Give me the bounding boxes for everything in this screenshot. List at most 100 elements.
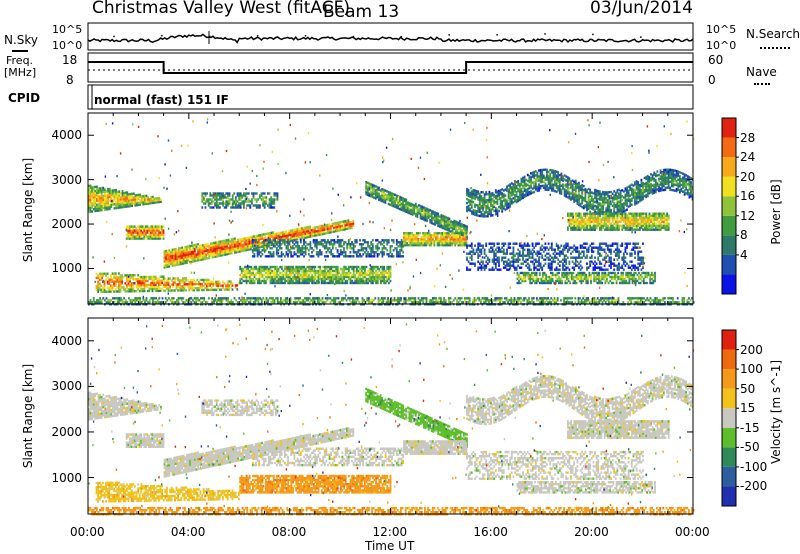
- range-cell: [191, 283, 194, 286]
- range-cell: [118, 284, 120, 287]
- range-cell: [370, 247, 373, 250]
- range-cell: [148, 227, 150, 230]
- range-cell: [383, 251, 385, 254]
- range-cell: [143, 233, 146, 236]
- range-cell: [215, 284, 218, 287]
- range-cell: [183, 285, 186, 288]
- range-cell: [95, 272, 98, 276]
- range-cell: [196, 282, 199, 286]
- range-cell: [314, 281, 317, 285]
- range-cell: [675, 179, 678, 183]
- range-cell: [185, 289, 187, 292]
- range-cell: [290, 265, 293, 269]
- range-cell: [166, 287, 168, 290]
- range-cell: [348, 265, 350, 269]
- range-cell: [124, 193, 127, 196]
- range-cell: [352, 281, 355, 285]
- range-cell: [145, 200, 148, 203]
- range-cell: [229, 240, 231, 243]
- range-cell: [202, 278, 205, 282]
- range-cell: [167, 281, 170, 284]
- range-cell: [111, 278, 114, 281]
- range-cell: [429, 209, 432, 212]
- range-cell: [159, 235, 162, 238]
- range-cell: [246, 200, 248, 203]
- range-cell: [246, 236, 249, 240]
- range-cell: [525, 188, 528, 192]
- range-cell: [177, 285, 179, 288]
- range-cell: [228, 192, 231, 195]
- range-cell: [311, 251, 313, 254]
- range-cell: [206, 284, 208, 288]
- freq-left-tick-bottom: 8: [66, 73, 74, 87]
- range-cell: [207, 288, 210, 292]
- range-cell: [659, 187, 662, 190]
- range-cell: [378, 241, 381, 244]
- range-cell: [375, 239, 377, 242]
- range-cell: [388, 281, 390, 285]
- range-cell: [293, 273, 296, 277]
- range-cell: [112, 191, 114, 194]
- range-cell: [143, 277, 146, 281]
- range-cell: [114, 274, 117, 277]
- range-cell: [191, 289, 194, 292]
- range-cell: [312, 239, 315, 242]
- range-cell: [418, 208, 420, 211]
- range-cell: [151, 283, 154, 287]
- range-cell: [549, 172, 552, 176]
- range-cell: [116, 276, 119, 279]
- range-cell: [157, 227, 160, 230]
- range-cell: [115, 190, 117, 194]
- range-cell: [259, 241, 262, 245]
- range-cell: [193, 283, 195, 286]
- range-cell: [158, 289, 160, 292]
- range-cell: [618, 200, 620, 203]
- range-cell: [106, 280, 109, 283]
- range-cell: [137, 274, 139, 277]
- range-cell: [275, 232, 278, 235]
- range-cell: [384, 279, 387, 283]
- range-cell: [106, 276, 109, 279]
- range-cell: [179, 258, 182, 262]
- range-cell: [115, 196, 117, 200]
- range-cell: [417, 232, 420, 235]
- range-cell: [149, 227, 152, 230]
- range-cell: [219, 192, 221, 195]
- range-cell: [579, 194, 582, 198]
- range-cell: [570, 180, 572, 183]
- range-cell: [100, 272, 103, 275]
- range-cell: [255, 277, 258, 281]
- range-cell: [538, 175, 540, 178]
- range-cell: [269, 265, 272, 269]
- range-cell: [414, 212, 417, 216]
- range-cell: [111, 286, 114, 289]
- range-cell: [331, 239, 334, 242]
- range-cell: [103, 288, 106, 291]
- range-cell: [100, 284, 103, 287]
- range-cell: [367, 241, 369, 244]
- range-cell: [512, 183, 515, 186]
- range-cell: [280, 231, 283, 234]
- range-cell: [156, 197, 159, 200]
- range-cell: [132, 227, 134, 230]
- range-cell: [292, 265, 294, 269]
- range-cell: [406, 242, 409, 245]
- range-cell: [402, 251, 405, 254]
- range-cell: [174, 263, 177, 267]
- range-cell: [102, 288, 104, 291]
- range-cell: [146, 275, 149, 279]
- range-cell: [267, 192, 269, 195]
- range-cell: [126, 199, 129, 202]
- range-cell: [108, 205, 111, 209]
- range-cell: [166, 265, 169, 268]
- range-cell: [129, 200, 132, 204]
- range-cell: [678, 189, 681, 192]
- range-cell: [130, 231, 133, 234]
- range-cell: [143, 237, 146, 240]
- range-cell: [190, 285, 192, 288]
- range-cell: [161, 233, 163, 236]
- range-cell: [653, 177, 656, 180]
- range-cell: [166, 285, 168, 288]
- range-cell: [534, 174, 537, 177]
- range-cell: [149, 233, 152, 236]
